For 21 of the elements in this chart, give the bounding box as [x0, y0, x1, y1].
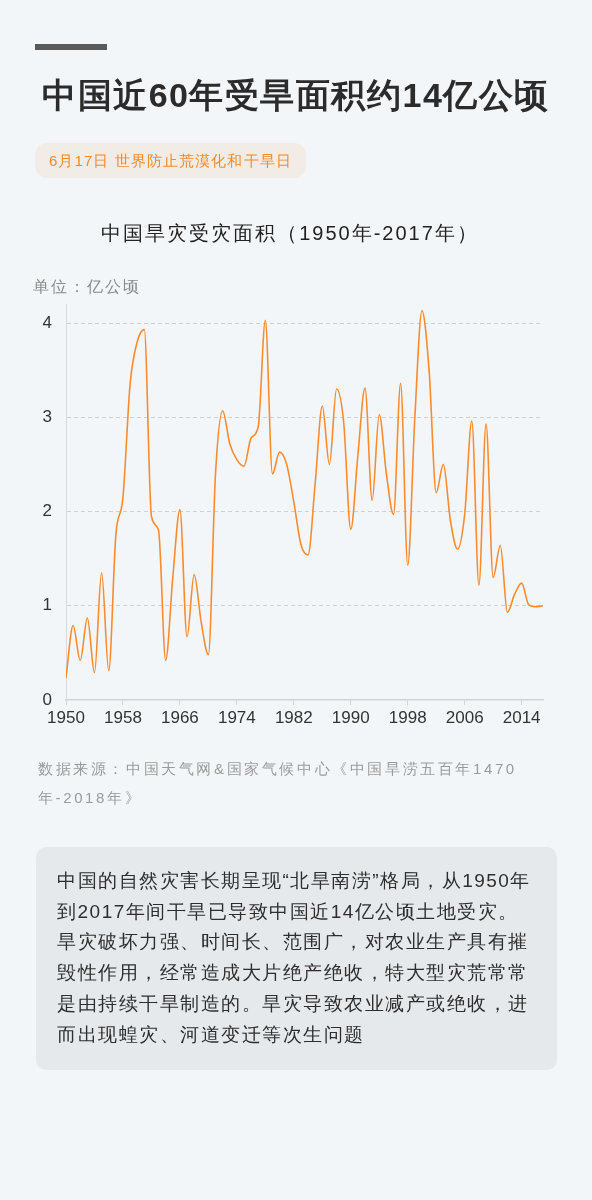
- y-tick-label: 2: [42, 501, 52, 521]
- x-tick-label: 1974: [217, 707, 256, 727]
- chart-subtitle: 中国旱灾受灾面积（1950年-2017年）: [100, 221, 480, 246]
- y-tick-label: 3: [42, 406, 52, 426]
- source-note: 数据来源：中国天气网&国家气候中心《中国旱涝五百年1470年-2018年》: [38, 759, 518, 808]
- x-tick-label: 1998: [388, 707, 427, 727]
- y-tick-label: 0: [42, 689, 52, 709]
- x-tick-label: 1950: [47, 707, 85, 727]
- text: 中国的自然灾害长期呈现“北旱南涝”格局，从1950年到2017年间干旱已导致中国近14亿公顷土地受灾。旱灾破坏力强、时间长、范围广，对农业生产具有摧毁性作用，经常造成大片绝产绝收，特大型灾荒常常是由持续干旱制造的。旱灾导致农业减产或绝收，进而出现蝗灾、河道变迁等次生问题: [36, 847, 557, 1071]
- line-series: [66, 310, 543, 679]
- x-tick-label: 1966: [161, 707, 199, 727]
- x-tick-label: 2006: [445, 707, 484, 727]
- x-tick-label: 1982: [274, 707, 313, 727]
- chart-title: 中国近60年受旱面积约14亿公顷: [41, 75, 551, 116]
- x-tick-label: 1990: [331, 707, 370, 727]
- y-axis-title: 单位：亿公顷: [33, 277, 141, 297]
- y-tick-label: 1: [42, 595, 52, 615]
- y-tick-label: 4: [42, 312, 52, 332]
- text: 6月17日 世界防止荒漠化和干旱日: [35, 143, 306, 178]
- x-tick-label: 1958: [104, 707, 142, 727]
- x-tick-label: 2014: [502, 707, 541, 727]
